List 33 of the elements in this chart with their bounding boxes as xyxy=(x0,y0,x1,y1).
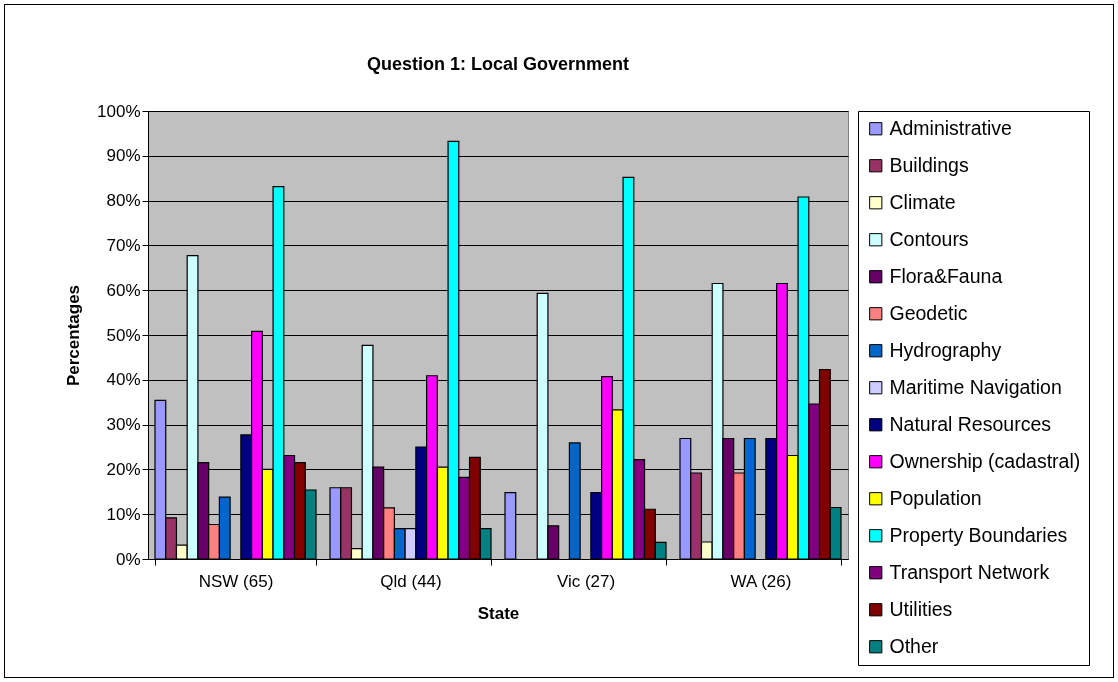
legend-label: Property Boundaries xyxy=(889,523,1068,546)
y-tick-label: 100% xyxy=(97,101,141,121)
y-tick-label: 90% xyxy=(106,146,141,166)
legend-label: Geodetic xyxy=(889,301,968,324)
y-tick-label: 50% xyxy=(106,325,141,345)
legend-label: Buildings xyxy=(889,153,969,176)
legend-label: Natural Resources xyxy=(889,412,1052,435)
legend-label: Utilities xyxy=(889,597,953,620)
legend-label: Climate xyxy=(889,190,956,213)
legend-label: Maritime Navigation xyxy=(889,375,1062,398)
y-tick-label: 20% xyxy=(106,459,141,479)
legend-label: Contours xyxy=(889,227,969,250)
y-tick-label: 0% xyxy=(115,549,141,569)
legend-label: Hydrography xyxy=(889,338,1002,361)
y-tick-label: 60% xyxy=(106,280,141,300)
chart-title: Question 1: Local Government xyxy=(366,54,630,74)
legend-label: Flora&Fauna xyxy=(889,264,1003,287)
y-axis-title: Percentages xyxy=(64,284,84,387)
legend-label: Transport Network xyxy=(889,560,1050,583)
x-axis-title: State xyxy=(477,603,520,623)
y-tick-label: 30% xyxy=(106,415,141,435)
y-tick-label: 40% xyxy=(106,370,141,390)
x-tick-label: NSW (65) xyxy=(198,571,274,591)
legend-label: Administrative xyxy=(889,116,1012,139)
y-tick-label: 10% xyxy=(106,504,141,524)
y-tick-label: 80% xyxy=(106,191,141,211)
x-tick-label: Vic (27) xyxy=(556,571,616,591)
legend-label: Population xyxy=(889,486,982,509)
legend-label: Ownership (cadastral) xyxy=(889,449,1081,472)
y-tick-label: 70% xyxy=(106,235,141,255)
x-tick-label: WA (26) xyxy=(730,571,792,591)
x-tick-label: Qld (44) xyxy=(380,571,442,591)
legend-label: Other xyxy=(889,634,939,657)
